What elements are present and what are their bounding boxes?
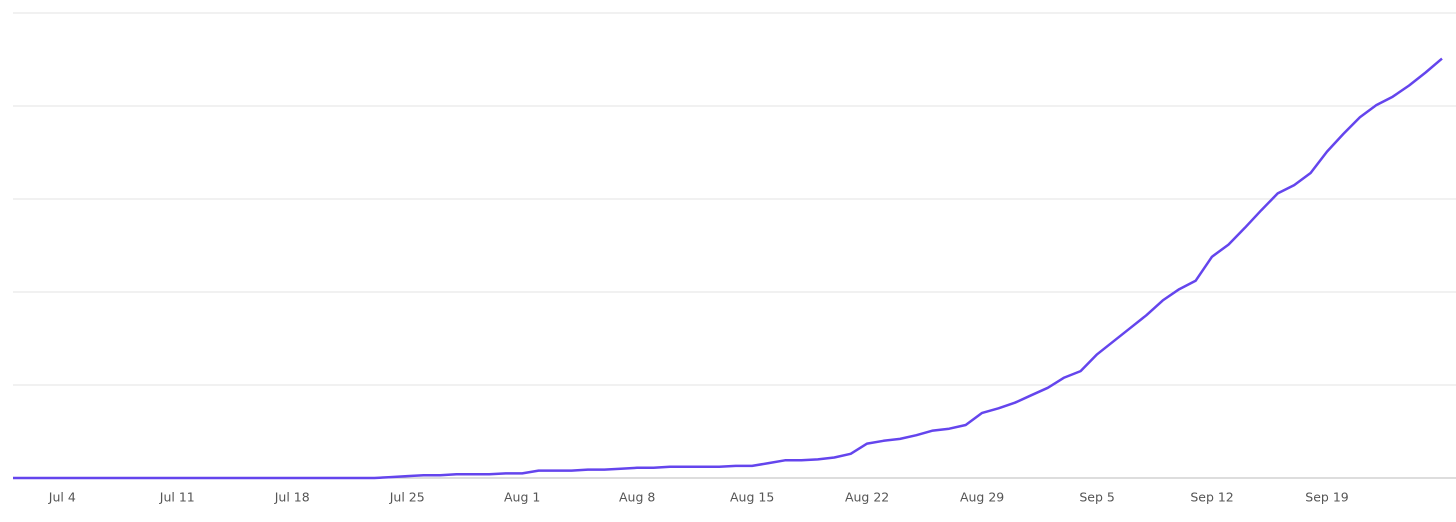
x-tick-label: Sep 19 [1305,490,1348,505]
x-tick-label: Jul 11 [159,490,195,505]
x-tick-label: Jul 25 [389,490,425,505]
x-tick-label: Aug 29 [960,490,1004,505]
x-tick-label: Aug 1 [504,490,540,505]
x-tick-label: Jul 18 [274,490,310,505]
x-tick-label: Jul 4 [48,490,76,505]
x-tick-label: Aug 22 [845,490,889,505]
x-tick-label: Aug 8 [619,490,655,505]
data-line [13,57,1443,480]
x-tick-label: Aug 15 [730,490,774,505]
x-tick-label: Sep 12 [1190,490,1233,505]
x-tick-label: Sep 5 [1079,490,1115,505]
